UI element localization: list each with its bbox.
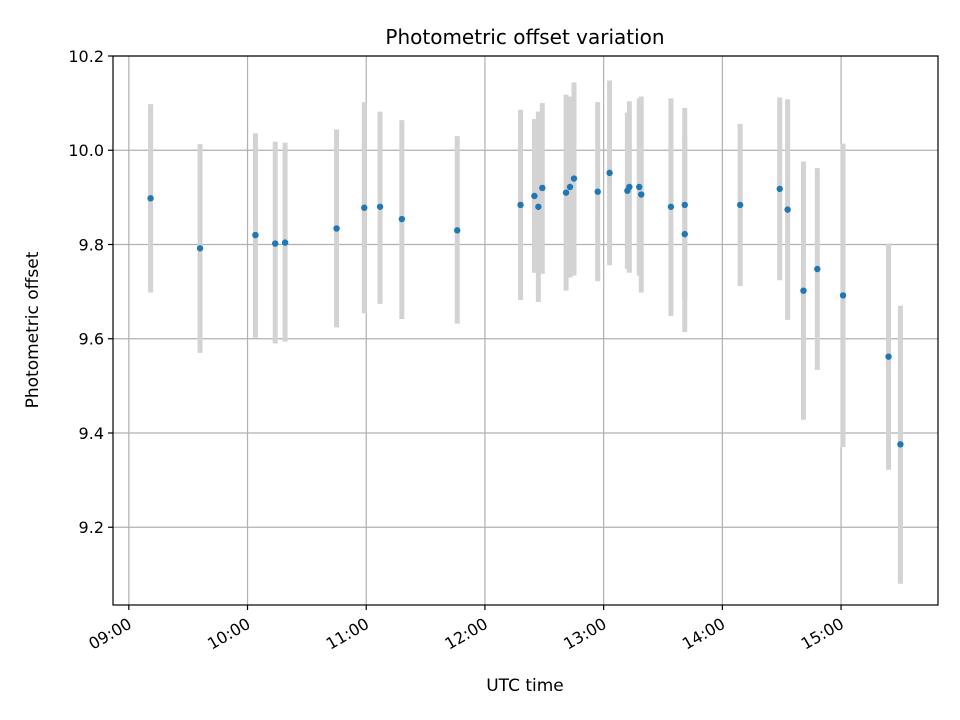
y-axis-title: Photometric offset [23, 251, 43, 408]
y-tick-label: 9.6 [79, 330, 104, 349]
data-point [606, 169, 613, 177]
data-point [333, 225, 340, 232]
data-point [736, 201, 744, 209]
data-point [897, 441, 904, 448]
data-point [667, 203, 675, 210]
y-tick-label: 9.2 [79, 518, 104, 537]
data-points [147, 169, 904, 448]
data-point [839, 292, 847, 299]
data-point [398, 215, 406, 223]
data-point [570, 175, 578, 182]
data-point [800, 287, 807, 294]
y-tick-label: 9.4 [79, 424, 104, 443]
data-point [252, 231, 259, 239]
data-point [454, 227, 461, 234]
y-axis: 9.2 9.4 9.6 9.8 10.0 10.2 [68, 47, 113, 537]
plot-frame [112, 55, 939, 606]
data-point [681, 201, 688, 209]
data-point [626, 183, 633, 191]
x-axis-title: UTC time [486, 676, 564, 696]
data-point [636, 183, 643, 191]
data-point [272, 240, 279, 247]
data-point [566, 183, 574, 191]
data-point [535, 203, 542, 210]
data-point [638, 191, 645, 198]
data-point [539, 184, 546, 192]
data-point [562, 189, 570, 196]
data-point [594, 188, 601, 195]
data-point [814, 265, 821, 273]
y-tick-label: 10.2 [68, 47, 104, 66]
data-point [531, 192, 538, 200]
data-point [784, 206, 791, 213]
data-point [517, 201, 524, 209]
data-point [681, 230, 688, 238]
chart-title: Photometric offset variation [385, 25, 664, 49]
data-point [281, 239, 289, 246]
data-point [885, 353, 892, 360]
data-point [361, 204, 368, 211]
data-point [147, 195, 154, 202]
y-tick-label: 9.8 [79, 235, 104, 254]
data-point [776, 185, 783, 193]
data-point [376, 203, 384, 210]
y-tick-label: 10.0 [68, 141, 104, 160]
data-point [196, 245, 204, 252]
